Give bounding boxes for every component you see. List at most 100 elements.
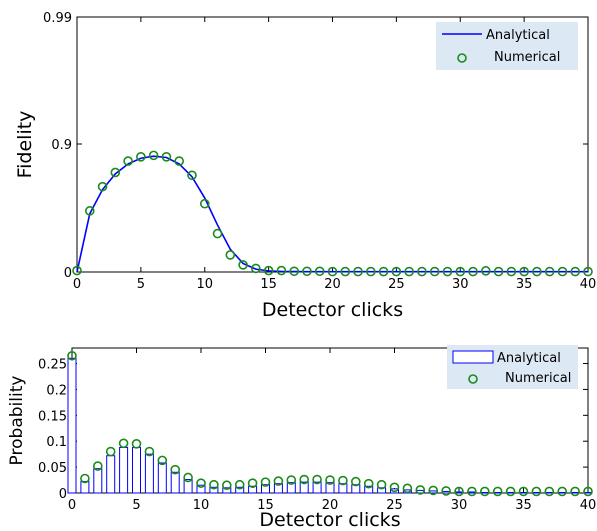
data-point	[583, 486, 593, 497]
data-point	[273, 476, 284, 486]
data-point	[492, 486, 503, 497]
bar	[106, 455, 116, 494]
data-point	[325, 475, 335, 485]
data-point	[123, 156, 133, 166]
data-point	[532, 266, 542, 277]
data-point	[327, 266, 338, 277]
data-point	[148, 150, 159, 161]
data-point	[340, 266, 351, 277]
legend-label: Analytical	[486, 28, 550, 43]
data-point	[493, 266, 504, 277]
bar	[506, 491, 516, 494]
bar	[454, 491, 464, 494]
chart-panel-1: 0 5 10 15 20 25 30 35 40 0 0.9 0.99 Detector clicks F…	[14, 11, 596, 321]
legend-marker-icon	[468, 374, 478, 384]
data-point	[455, 266, 466, 277]
data-point	[209, 479, 219, 490]
bar	[570, 491, 580, 494]
bar	[531, 491, 541, 494]
data-point	[161, 152, 172, 162]
bar	[286, 482, 296, 494]
data-point	[363, 478, 374, 489]
legend-marker-icon	[457, 53, 467, 63]
bar	[248, 485, 258, 494]
data-point	[353, 266, 363, 277]
y-tick-label: 0.9	[51, 138, 72, 153]
data-point	[105, 446, 116, 457]
data-point	[136, 152, 146, 162]
data-point	[314, 266, 325, 277]
data-point	[442, 266, 453, 277]
bar	[364, 485, 374, 494]
bar	[467, 491, 477, 494]
x-tick-label: 15	[260, 277, 277, 292]
data-point	[312, 474, 322, 485]
data-point	[350, 476, 361, 487]
data-point	[84, 206, 95, 216]
data-point	[93, 461, 103, 471]
x-axis-label: Detector clicks	[262, 299, 403, 321]
x-axis-label: Detector clicks	[259, 509, 400, 531]
legend-label: Analytical	[497, 351, 561, 366]
data-point	[544, 266, 555, 277]
x-tick-label: 40	[580, 498, 597, 513]
legend: Analytical Numerical	[436, 22, 578, 70]
y-tick-label: 0.25	[38, 358, 67, 373]
bar	[557, 491, 567, 494]
data-point	[222, 480, 232, 491]
data-point	[302, 266, 312, 277]
y-tick-label: 0.2	[46, 383, 67, 398]
data-point	[97, 181, 108, 192]
data-point	[80, 473, 90, 484]
x-tick-label: 20	[324, 277, 341, 292]
bar	[299, 481, 309, 494]
bar	[261, 484, 270, 494]
data-point	[518, 486, 529, 497]
x-tick-label: 0	[68, 498, 76, 513]
data-point	[557, 266, 568, 277]
data-point	[183, 472, 193, 483]
x-tick-label: 35	[516, 277, 533, 292]
data-point	[468, 266, 478, 277]
data-point	[417, 266, 427, 277]
data-point	[212, 228, 223, 239]
data-point	[415, 485, 426, 495]
data-point	[557, 486, 568, 497]
data-point	[276, 265, 287, 276]
x-tick-label: 30	[452, 277, 469, 292]
x-tick-label: 15	[257, 498, 274, 513]
data-point	[187, 170, 197, 181]
x-tick-label: 10	[193, 498, 210, 513]
x-tick-label: 30	[451, 498, 468, 513]
data-point	[247, 478, 258, 488]
x-tick-label: 5	[132, 498, 140, 513]
data-point	[251, 263, 261, 274]
data-point	[531, 486, 542, 497]
x-tick-label: 25	[388, 277, 405, 292]
x-tick-label: 35	[515, 498, 532, 513]
data-point	[467, 486, 477, 497]
bar	[222, 487, 232, 494]
data-point	[454, 486, 464, 497]
data-point	[234, 479, 245, 490]
data-point	[263, 265, 274, 276]
data-point	[441, 486, 451, 496]
x-tick-label: 0	[73, 277, 81, 292]
bar	[119, 446, 129, 494]
bar	[544, 491, 554, 494]
data-point	[110, 167, 121, 178]
legend: Analytical Numerical	[447, 345, 578, 389]
bar	[183, 479, 193, 494]
data-point	[519, 266, 529, 277]
data-point	[366, 266, 376, 277]
data-point	[286, 475, 297, 485]
bar	[67, 357, 77, 494]
bar	[196, 484, 206, 494]
legend-label: Numerical	[505, 371, 571, 386]
data-point	[67, 350, 77, 361]
y-tick-label: 0.99	[43, 11, 72, 26]
data-point	[299, 474, 310, 485]
x-tick-label: 5	[137, 277, 145, 292]
data-point	[404, 266, 414, 277]
